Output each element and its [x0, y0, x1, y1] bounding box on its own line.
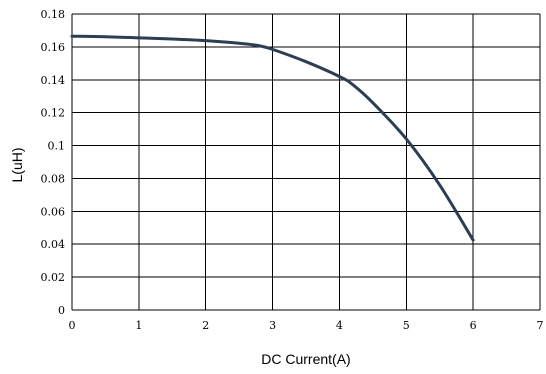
y-tick-label: 0.14 — [41, 74, 66, 87]
x-tick-label: 2 — [202, 319, 209, 332]
y-tick-labels: 0 0.02 0.04 0.06 0.08 0.1 0.12 0.14 0.16 0.18 — [41, 8, 66, 317]
y-tick-label: 0.12 — [41, 107, 66, 120]
y-tick-label: 0.06 — [41, 205, 66, 218]
y-axis-title: L(uH) — [9, 147, 25, 182]
y-tick-label: 0.1 — [48, 140, 66, 153]
x-axis-title: DC Current(A) — [261, 351, 350, 367]
x-tick-labels: 0 1 2 3 4 5 6 7 — [69, 319, 544, 332]
y-tick-label: 0.16 — [41, 41, 66, 54]
x-tick-label: 1 — [135, 319, 142, 332]
x-tick-label: 3 — [269, 319, 276, 332]
y-tick-label: 0.18 — [41, 8, 66, 21]
x-tick-label: 4 — [336, 319, 343, 332]
y-tick-label: 0.02 — [41, 271, 66, 284]
inductance-curve — [70, 34, 475, 242]
y-tick-label: 0.08 — [41, 172, 66, 185]
grid — [71, 13, 541, 311]
y-tick-label: 0.04 — [41, 238, 66, 251]
series-layer — [70, 34, 475, 242]
x-tick-label: 6 — [470, 319, 477, 332]
x-tick-label: 7 — [537, 319, 544, 332]
y-tick-label: 0 — [58, 304, 65, 317]
x-tick-label: 5 — [403, 319, 410, 332]
x-tick-label: 0 — [69, 319, 76, 332]
